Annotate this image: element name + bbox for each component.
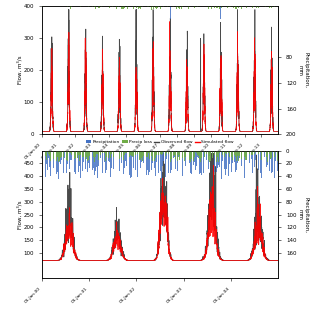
Y-axis label: Precipitation,
mm: Precipitation, mm bbox=[298, 196, 309, 233]
Legend: Precipitation, Precip loss, Observed flow, Simulated flow: Precipitation, Precip loss, Observed flo… bbox=[86, 140, 234, 144]
Y-axis label: Precipitation,
mm: Precipitation, mm bbox=[298, 52, 309, 88]
Y-axis label: Flow, m³/s: Flow, m³/s bbox=[17, 56, 22, 84]
Y-axis label: Flow, m³/s: Flow, m³/s bbox=[17, 200, 22, 229]
